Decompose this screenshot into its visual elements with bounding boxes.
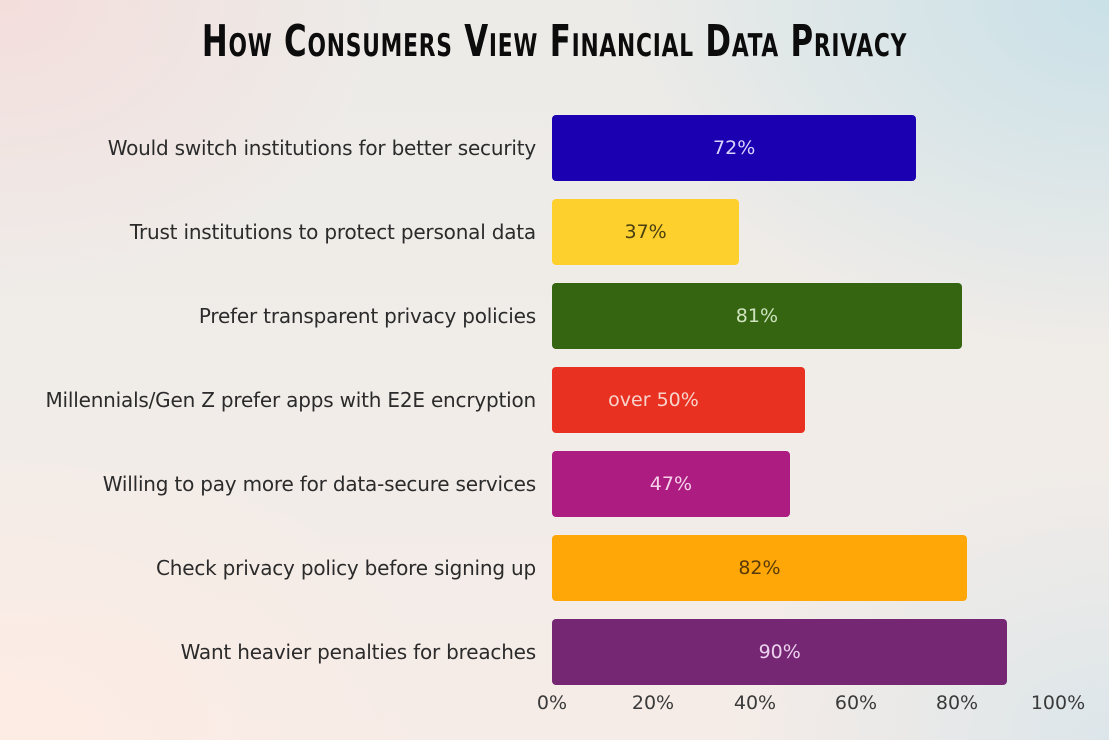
bar-value-label: 81% — [735, 305, 779, 327]
bar: 47% — [552, 451, 790, 517]
bar: 37% — [552, 199, 740, 265]
x-tick-label: 0% — [536, 692, 568, 714]
bar: 81% — [552, 283, 962, 349]
x-tick-label: 60% — [834, 692, 878, 714]
bar-value-label: 47% — [649, 473, 693, 495]
category-label: Millennials/Gen Z prefer apps with E2E e… — [45, 388, 536, 412]
bar: 72% — [552, 115, 917, 181]
bar-value-label: 72% — [713, 137, 756, 159]
bar-value-label: 37% — [624, 221, 667, 243]
category-label: Willing to pay more for data-secure serv… — [102, 472, 536, 496]
x-tick-label: 40% — [733, 692, 777, 714]
category-label: Check privacy policy before signing up — [156, 556, 536, 580]
bar-value-label: 82% — [738, 557, 781, 579]
bar: 82% — [552, 535, 967, 601]
bar-value-label: over 50% — [608, 389, 699, 411]
category-label: Would switch institutions for better sec… — [107, 136, 536, 160]
x-tick-label: 100% — [1030, 692, 1086, 714]
x-tick-label: 20% — [631, 692, 675, 714]
category-label: Trust institutions to protect personal d… — [129, 220, 536, 244]
bar-value-label: 90% — [758, 641, 801, 663]
chart-title: How Consumers View Financial Data Privac… — [201, 16, 908, 67]
x-tick-label: 80% — [935, 692, 979, 714]
category-label: Prefer transparent privacy policies — [198, 304, 536, 328]
category-label: Want heavier penalties for breaches — [180, 640, 537, 664]
bar: over 50% — [552, 367, 805, 433]
bar: 90% — [552, 619, 1008, 685]
